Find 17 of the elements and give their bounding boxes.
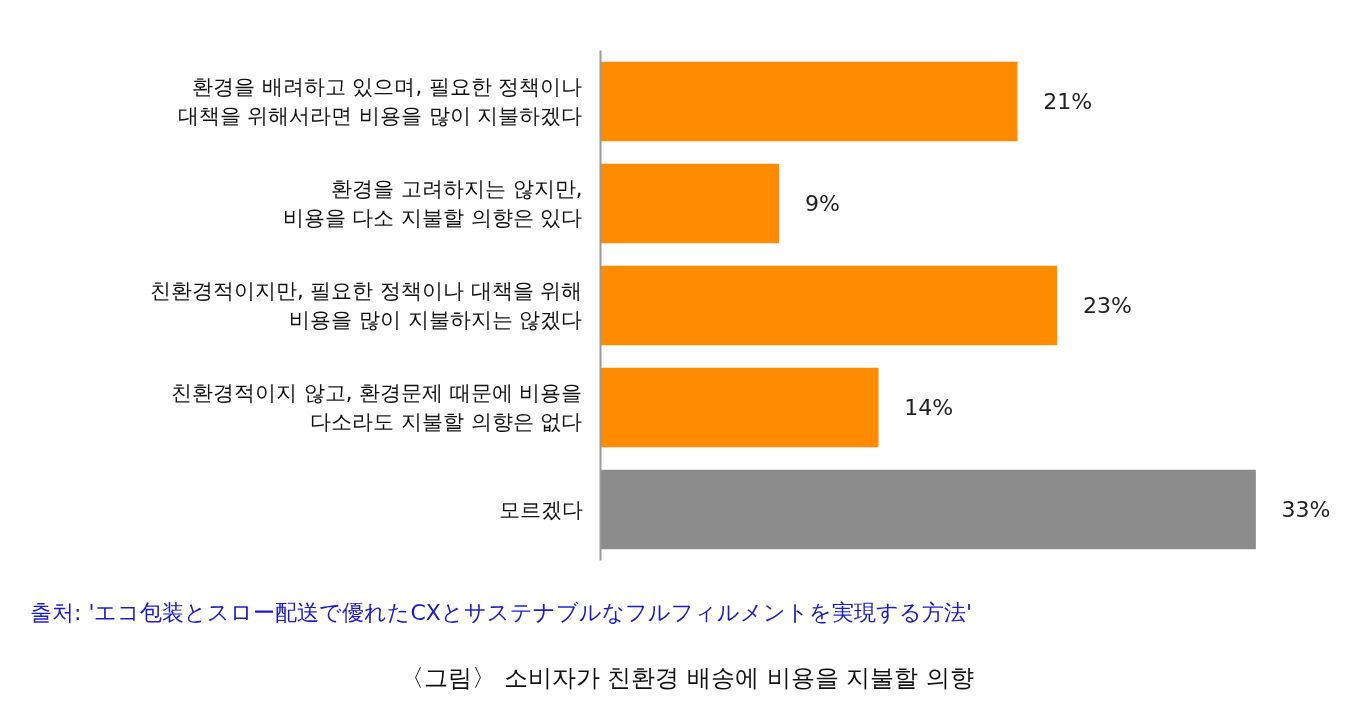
bar [600, 61, 1018, 142]
y-tick-label: 친환경적이지 않고, 환경문제 때문에 비용을 다소라도 지불할 의향은 없다 [171, 381, 583, 434]
data-label: 33% [1281, 497, 1331, 522]
y-tick-label: 친환경적이지만, 필요한 정책이나 대책을 위해 비용을 많이 지불하지는 않겠다 [150, 279, 583, 332]
text: 〈그림〉 소비자가 친환경 배송에 비용을 지불할 의향 [400, 663, 974, 694]
data-label: 23% [1082, 293, 1132, 318]
data-label: 14% [904, 395, 954, 420]
source-note: 출처: 'エコ包装とスロー配送で優れたCXとサステナブルなフルフィルメントを実現する方法' [30, 599, 972, 627]
bar [600, 163, 780, 244]
bar [600, 265, 1058, 346]
y-tick-label: 환경을 배려하고 있으며, 필요한 정책이나 대책을 위해서라면 비용을 많이 지불하겠다 [177, 75, 583, 128]
y-tick-label: 환경을 고려하지는 않지만, 비용을 다소 지불할 의향은 있다 [282, 177, 583, 230]
bar [600, 367, 879, 448]
data-label: 9% [804, 191, 840, 216]
y-tick-label: 모르겠다 [498, 497, 583, 522]
data-label: 21% [1043, 89, 1093, 114]
bar [600, 469, 1256, 550]
